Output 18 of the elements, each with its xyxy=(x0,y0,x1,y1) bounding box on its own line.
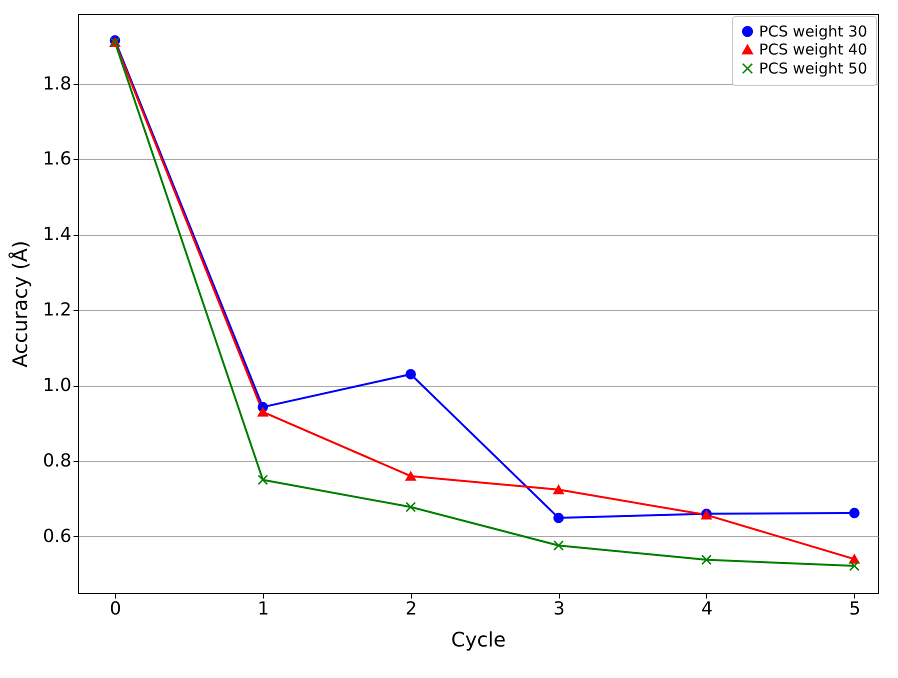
x-tick-label: 0 xyxy=(110,598,122,620)
x-axis-title: Cycle xyxy=(451,628,506,652)
x-tick-label: 4 xyxy=(701,598,713,620)
legend-label: PCS weight 40 xyxy=(759,40,868,58)
y-tick-label: 1.4 xyxy=(42,224,72,246)
y-tick-label: 1.8 xyxy=(42,73,72,94)
y-tick-label: 1.2 xyxy=(42,300,72,321)
x-tick-label: 5 xyxy=(849,598,861,620)
y-axis-title: Accuracy (Å) xyxy=(8,240,32,368)
y-tick-label: 0.6 xyxy=(42,526,72,547)
legend-label: PCS weight 50 xyxy=(759,60,868,78)
x-tick-label: 3 xyxy=(553,598,565,620)
x-tick-label: 2 xyxy=(405,598,417,620)
y-tick-label: 0.8 xyxy=(42,450,72,472)
y-tick-label: 1.0 xyxy=(42,375,72,396)
legend-label: PCS weight 30 xyxy=(759,22,868,40)
x-tick-label: 1 xyxy=(258,598,270,620)
y-tick-label: 1.6 xyxy=(42,148,72,170)
